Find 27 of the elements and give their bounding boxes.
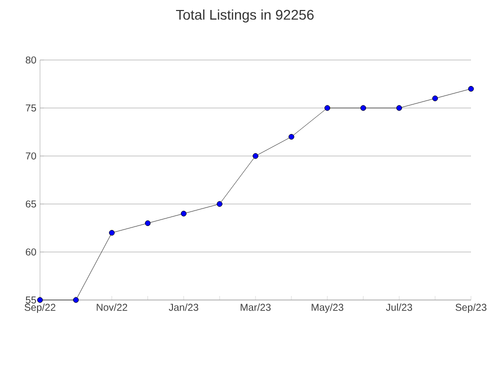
point [180, 210, 187, 216]
point [468, 86, 474, 92]
point [288, 134, 294, 140]
point [360, 105, 366, 111]
point [252, 153, 258, 159]
point [432, 96, 438, 102]
y-tick-label: 55 [26, 296, 36, 304]
x-tick-label: Mar/23 [240, 304, 271, 311]
x-tick-label: Nov/22 [96, 304, 128, 311]
y-tick-label: 65 [26, 200, 36, 208]
point [144, 220, 151, 226]
point [324, 105, 330, 111]
x-tick-label: Sep/23 [456, 304, 486, 313]
point [73, 297, 79, 303]
point [108, 230, 115, 236]
y-tick-label: 75 [26, 104, 36, 112]
y-tick-label: 70 [26, 152, 36, 160]
x-tick-label: Jan/23 [168, 304, 198, 311]
point [396, 105, 402, 111]
point [37, 297, 43, 303]
x-tick-label: May/23 [312, 304, 344, 313]
y-tick-label: 80 [26, 56, 36, 64]
chart-title: Total Listings in 92256 [176, 9, 314, 23]
x-tick-label: Sep/22 [24, 304, 56, 313]
point [216, 201, 222, 207]
y-tick-label: 60 [26, 248, 36, 256]
x-tick-label: Jul/23 [386, 304, 412, 311]
